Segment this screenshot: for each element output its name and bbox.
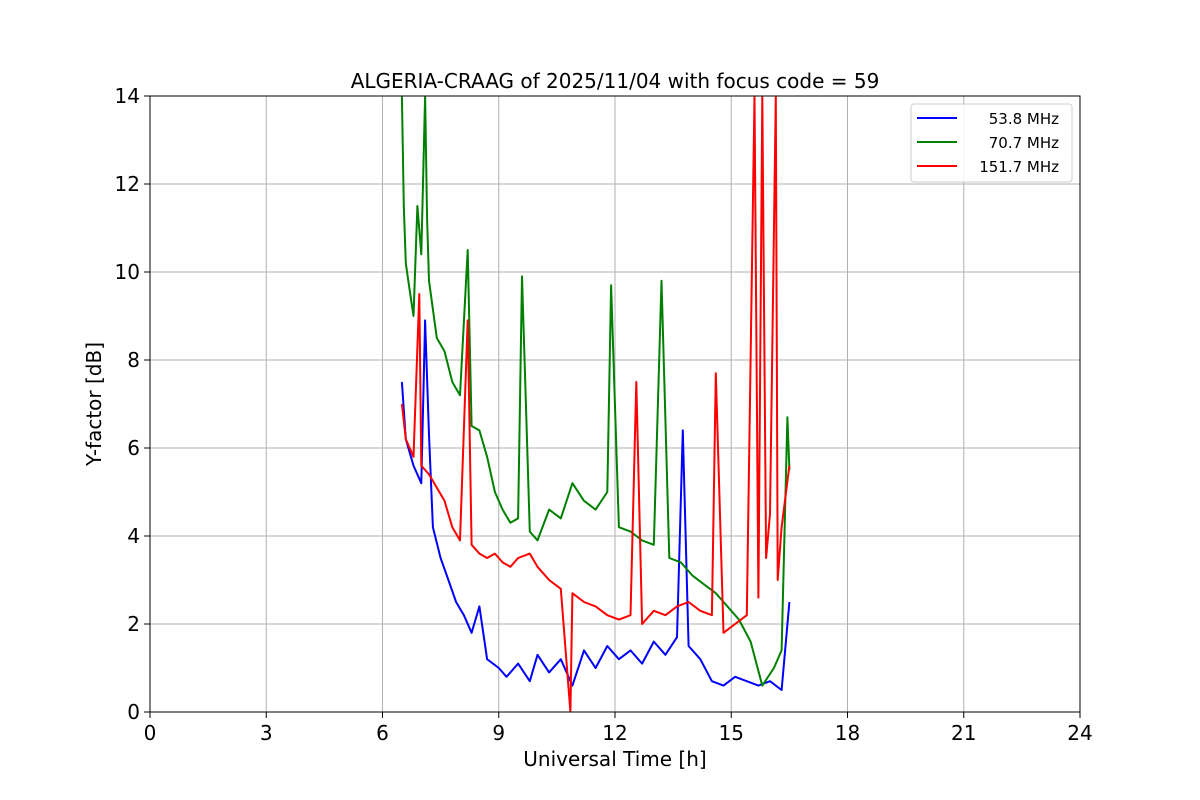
x-tick-label: 3: [260, 721, 273, 745]
legend-label-1: 53.8 MHz: [989, 110, 1059, 128]
x-axis-label: Universal Time [h]: [523, 747, 706, 771]
x-tick-label: 12: [602, 721, 627, 745]
x-tick-label: 24: [1067, 721, 1092, 745]
series-line-2: [400, 96, 791, 687]
chart-title: ALGERIA-CRAAG of 2025/11/04 with focus c…: [351, 69, 880, 93]
y-tick-label: 4: [127, 524, 140, 548]
y-tick-label: 12: [115, 172, 140, 196]
legend-label-3: 151.7 MHz: [979, 158, 1059, 176]
y-axis-label: Y-factor [dB]: [82, 342, 106, 467]
y-tick-label: 14: [115, 84, 140, 108]
y-tick-label: 10: [115, 260, 140, 284]
x-tick-label: 18: [835, 721, 860, 745]
series-line-3: [400, 96, 791, 712]
x-tick-label: 6: [376, 721, 389, 745]
series-layer: [400, 96, 791, 712]
x-tick-label: 21: [951, 721, 976, 745]
y-tick-label: 8: [127, 348, 140, 372]
x-tick-label: 0: [144, 721, 157, 745]
x-tick-label: 15: [719, 721, 744, 745]
x-tick-label: 9: [492, 721, 505, 745]
y-tick-label: 2: [127, 612, 140, 636]
legend-box: [910, 103, 1073, 183]
legend-label-2: 70.7 MHz: [989, 134, 1059, 152]
y-tick-label: 6: [127, 436, 140, 460]
legend: 53.8 MHz 70.7 MHz 151.7 MHz: [910, 103, 1073, 183]
y-tick-label: 0: [127, 700, 140, 724]
